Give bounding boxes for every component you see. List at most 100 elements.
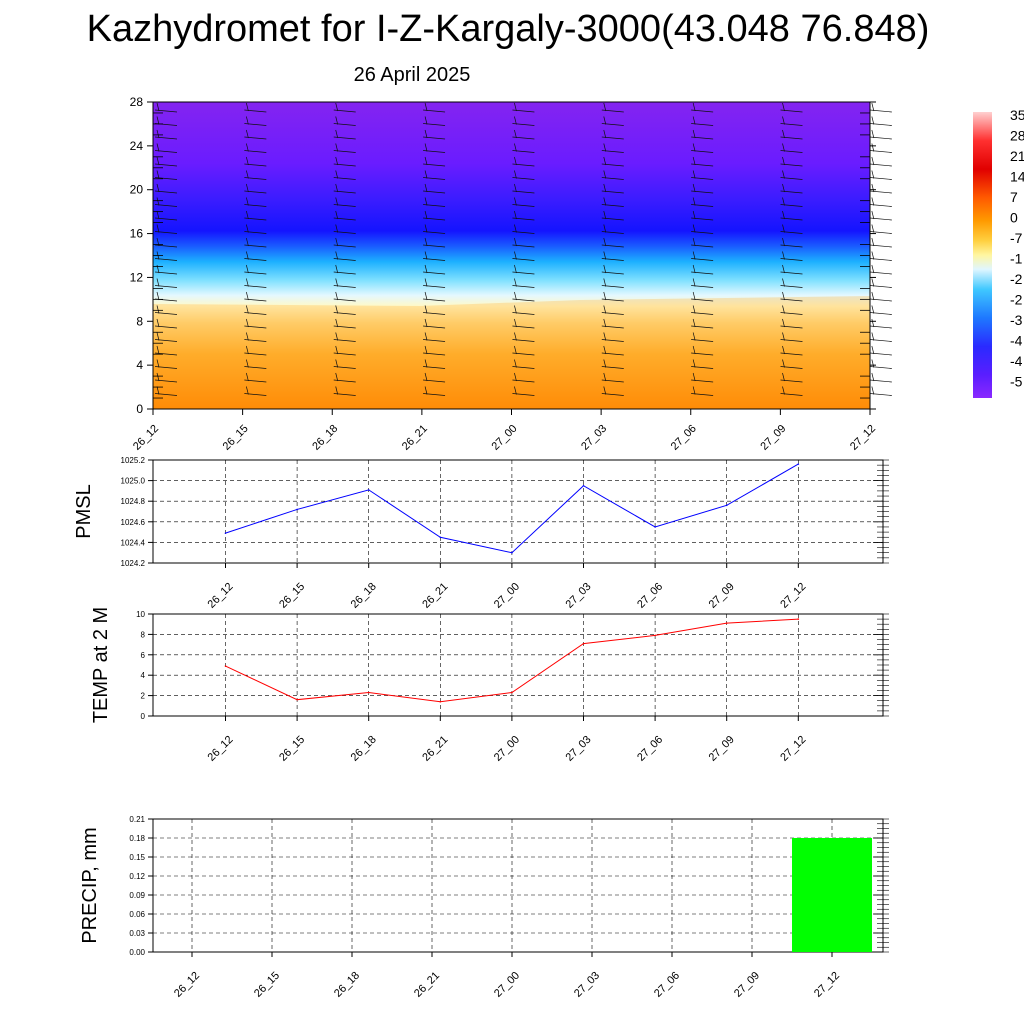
data-point (725, 504, 728, 507)
wind-barb-shaft (869, 177, 892, 180)
x-tick-label: 27_06 (652, 970, 682, 1000)
wind-barb-shaft (869, 298, 892, 302)
wind-barb-flag (692, 332, 696, 341)
wind-barb-flag (782, 386, 785, 395)
wind-barb-flag (871, 224, 875, 233)
wind-barb-flag (424, 305, 428, 314)
y-tick-label: 0 (136, 402, 143, 416)
x-tick-label: 27_06 (635, 581, 665, 611)
wind-barb-flag (514, 291, 517, 301)
wind-barb-flag (603, 170, 607, 179)
wind-barb-flag (335, 278, 339, 287)
wind-barb-flag (871, 251, 875, 260)
data-point (367, 691, 370, 694)
x-tick-label: 27_03 (572, 970, 602, 1000)
wind-barb-flag (246, 372, 249, 382)
x-tick-label: 27_00 (492, 734, 522, 764)
wind-barb-flag (782, 278, 785, 287)
wind-barb-flag (514, 332, 517, 341)
wind-barb-flag (156, 183, 160, 193)
temperature-cross-section-panel: 0 4 8 12 16 20 24 28 26_12 26_15 26_18 26_21 27_00 27… (130, 95, 892, 453)
y-tick-label: 1024.4 (121, 538, 146, 547)
colorbar: 35 28 21 14 7 0 -7 -1 -2 -2 -3 -4 -4 -5 (973, 107, 1024, 398)
wind-barb-flag (335, 305, 339, 314)
wind-barb-flag (246, 143, 249, 152)
panel-frame (152, 818, 884, 953)
x-tick-label: 27_09 (758, 423, 788, 453)
x-tick-label: 26_21 (400, 423, 430, 453)
wind-barb-flag (335, 237, 339, 247)
wind-barb-flag (424, 264, 428, 274)
data-point (654, 634, 656, 637)
colorbar-label: 14 (1010, 169, 1024, 185)
wind-barb-flag (246, 197, 249, 206)
x-tick-label: 26_18 (349, 581, 379, 611)
wind-barb-flag (514, 224, 517, 233)
wind-barb-flag (246, 264, 249, 274)
x-tick-label: 26_15 (252, 970, 282, 1000)
x-tick-label: 26_12 (206, 734, 236, 764)
wind-barb-shaft (869, 150, 892, 153)
y-tick-label: 8 (136, 314, 143, 328)
wind-barb-flag (514, 102, 517, 112)
wind-barb-flag (782, 224, 785, 233)
wind-barb-shaft (869, 163, 892, 167)
wind-barb-flag (871, 129, 875, 139)
colorbar-label: -3 (1010, 312, 1023, 328)
wind-barb-flag (335, 170, 339, 179)
x-tick-label: 26_18 (332, 970, 362, 1000)
y-tick-label: 1025.0 (121, 477, 146, 486)
wind-barb-flag (335, 318, 339, 328)
y-tick-label: 1024.6 (121, 518, 146, 527)
x-tick-label: 27_03 (564, 581, 594, 611)
wind-barb-shaft (869, 285, 892, 288)
wind-barb-flag (246, 345, 249, 355)
colorbar-label: -2 (1010, 271, 1023, 287)
x-tick-label: 27_09 (732, 970, 762, 1000)
wind-barb-flag (603, 264, 607, 274)
x-tick-label: 27_03 (579, 423, 609, 453)
y-tick-label: 6 (141, 651, 146, 660)
wind-barb-flag (871, 210, 875, 220)
data-point (511, 551, 513, 554)
wind-barb-shaft (869, 312, 892, 315)
wind-barb-flag (871, 237, 875, 247)
wind-barb-flag (424, 156, 428, 166)
wind-barb-flag (603, 156, 607, 166)
wind-barb-flag (424, 210, 428, 220)
precip-bar (792, 838, 872, 952)
wind-barb-shaft (869, 352, 892, 356)
wind-barb-flag (514, 372, 517, 382)
y-tick-label: 1025.2 (121, 456, 146, 465)
wind-barb-flag (424, 129, 428, 139)
y-tick-label: 10 (136, 610, 145, 619)
wind-barb-shaft (869, 123, 892, 126)
wind-barb-flag (424, 224, 428, 233)
wind-barb-shaft (869, 258, 892, 261)
wind-barb-flag (335, 210, 339, 220)
wind-barb-flag (871, 345, 875, 355)
y-tick-label: 0.12 (129, 872, 145, 881)
colorbar-label: 35 (1010, 107, 1024, 123)
wind-barb-flag (246, 224, 249, 233)
x-tick-label: 26_15 (277, 734, 307, 764)
wind-barb-flag (424, 143, 428, 152)
wind-barb-flag (335, 224, 339, 233)
wind-barb-flag (871, 197, 875, 206)
wind-barb-flag (514, 129, 517, 139)
x-tick-label: 26_18 (349, 734, 379, 764)
wind-barb-flag (692, 224, 696, 233)
data-point (224, 532, 227, 534)
data-point (582, 642, 585, 645)
wind-barb-flag (603, 102, 607, 112)
wind-barb-flag (246, 210, 249, 220)
temp-2m-panel: 0 2 4 6 8 10 26_12 26_15 26_18 26_21 27_00 27_03 27_… (90, 607, 889, 764)
wind-barb-flag (871, 318, 875, 328)
wind-barb-flag (156, 102, 160, 112)
wind-barb-flag (156, 197, 160, 206)
colorbar-label: 28 (1010, 128, 1024, 144)
wind-barb-flag (424, 332, 428, 341)
wind-barb-flag (335, 372, 339, 382)
wind-barb-flag (335, 264, 339, 274)
